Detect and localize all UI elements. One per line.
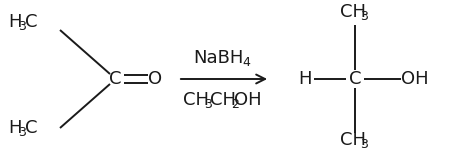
Text: C: C bbox=[25, 119, 37, 137]
Text: OH: OH bbox=[234, 91, 262, 109]
Text: 2: 2 bbox=[231, 98, 239, 112]
Text: CH: CH bbox=[340, 3, 366, 21]
Text: 3: 3 bbox=[360, 10, 368, 24]
Text: 3: 3 bbox=[18, 127, 26, 140]
Text: H: H bbox=[298, 70, 312, 88]
Text: 3: 3 bbox=[18, 21, 26, 33]
Text: C: C bbox=[109, 70, 121, 88]
Text: H: H bbox=[8, 119, 21, 137]
Text: CH: CH bbox=[183, 91, 209, 109]
Text: 4: 4 bbox=[242, 57, 250, 70]
Text: H: H bbox=[8, 13, 21, 31]
Text: CH: CH bbox=[210, 91, 236, 109]
Text: 3: 3 bbox=[204, 98, 212, 112]
Text: OH: OH bbox=[401, 70, 429, 88]
Text: 3: 3 bbox=[360, 139, 368, 152]
Text: C: C bbox=[349, 70, 361, 88]
Text: O: O bbox=[148, 70, 162, 88]
Text: NaBH: NaBH bbox=[193, 49, 243, 67]
Text: CH: CH bbox=[340, 131, 366, 149]
Text: C: C bbox=[25, 13, 37, 31]
